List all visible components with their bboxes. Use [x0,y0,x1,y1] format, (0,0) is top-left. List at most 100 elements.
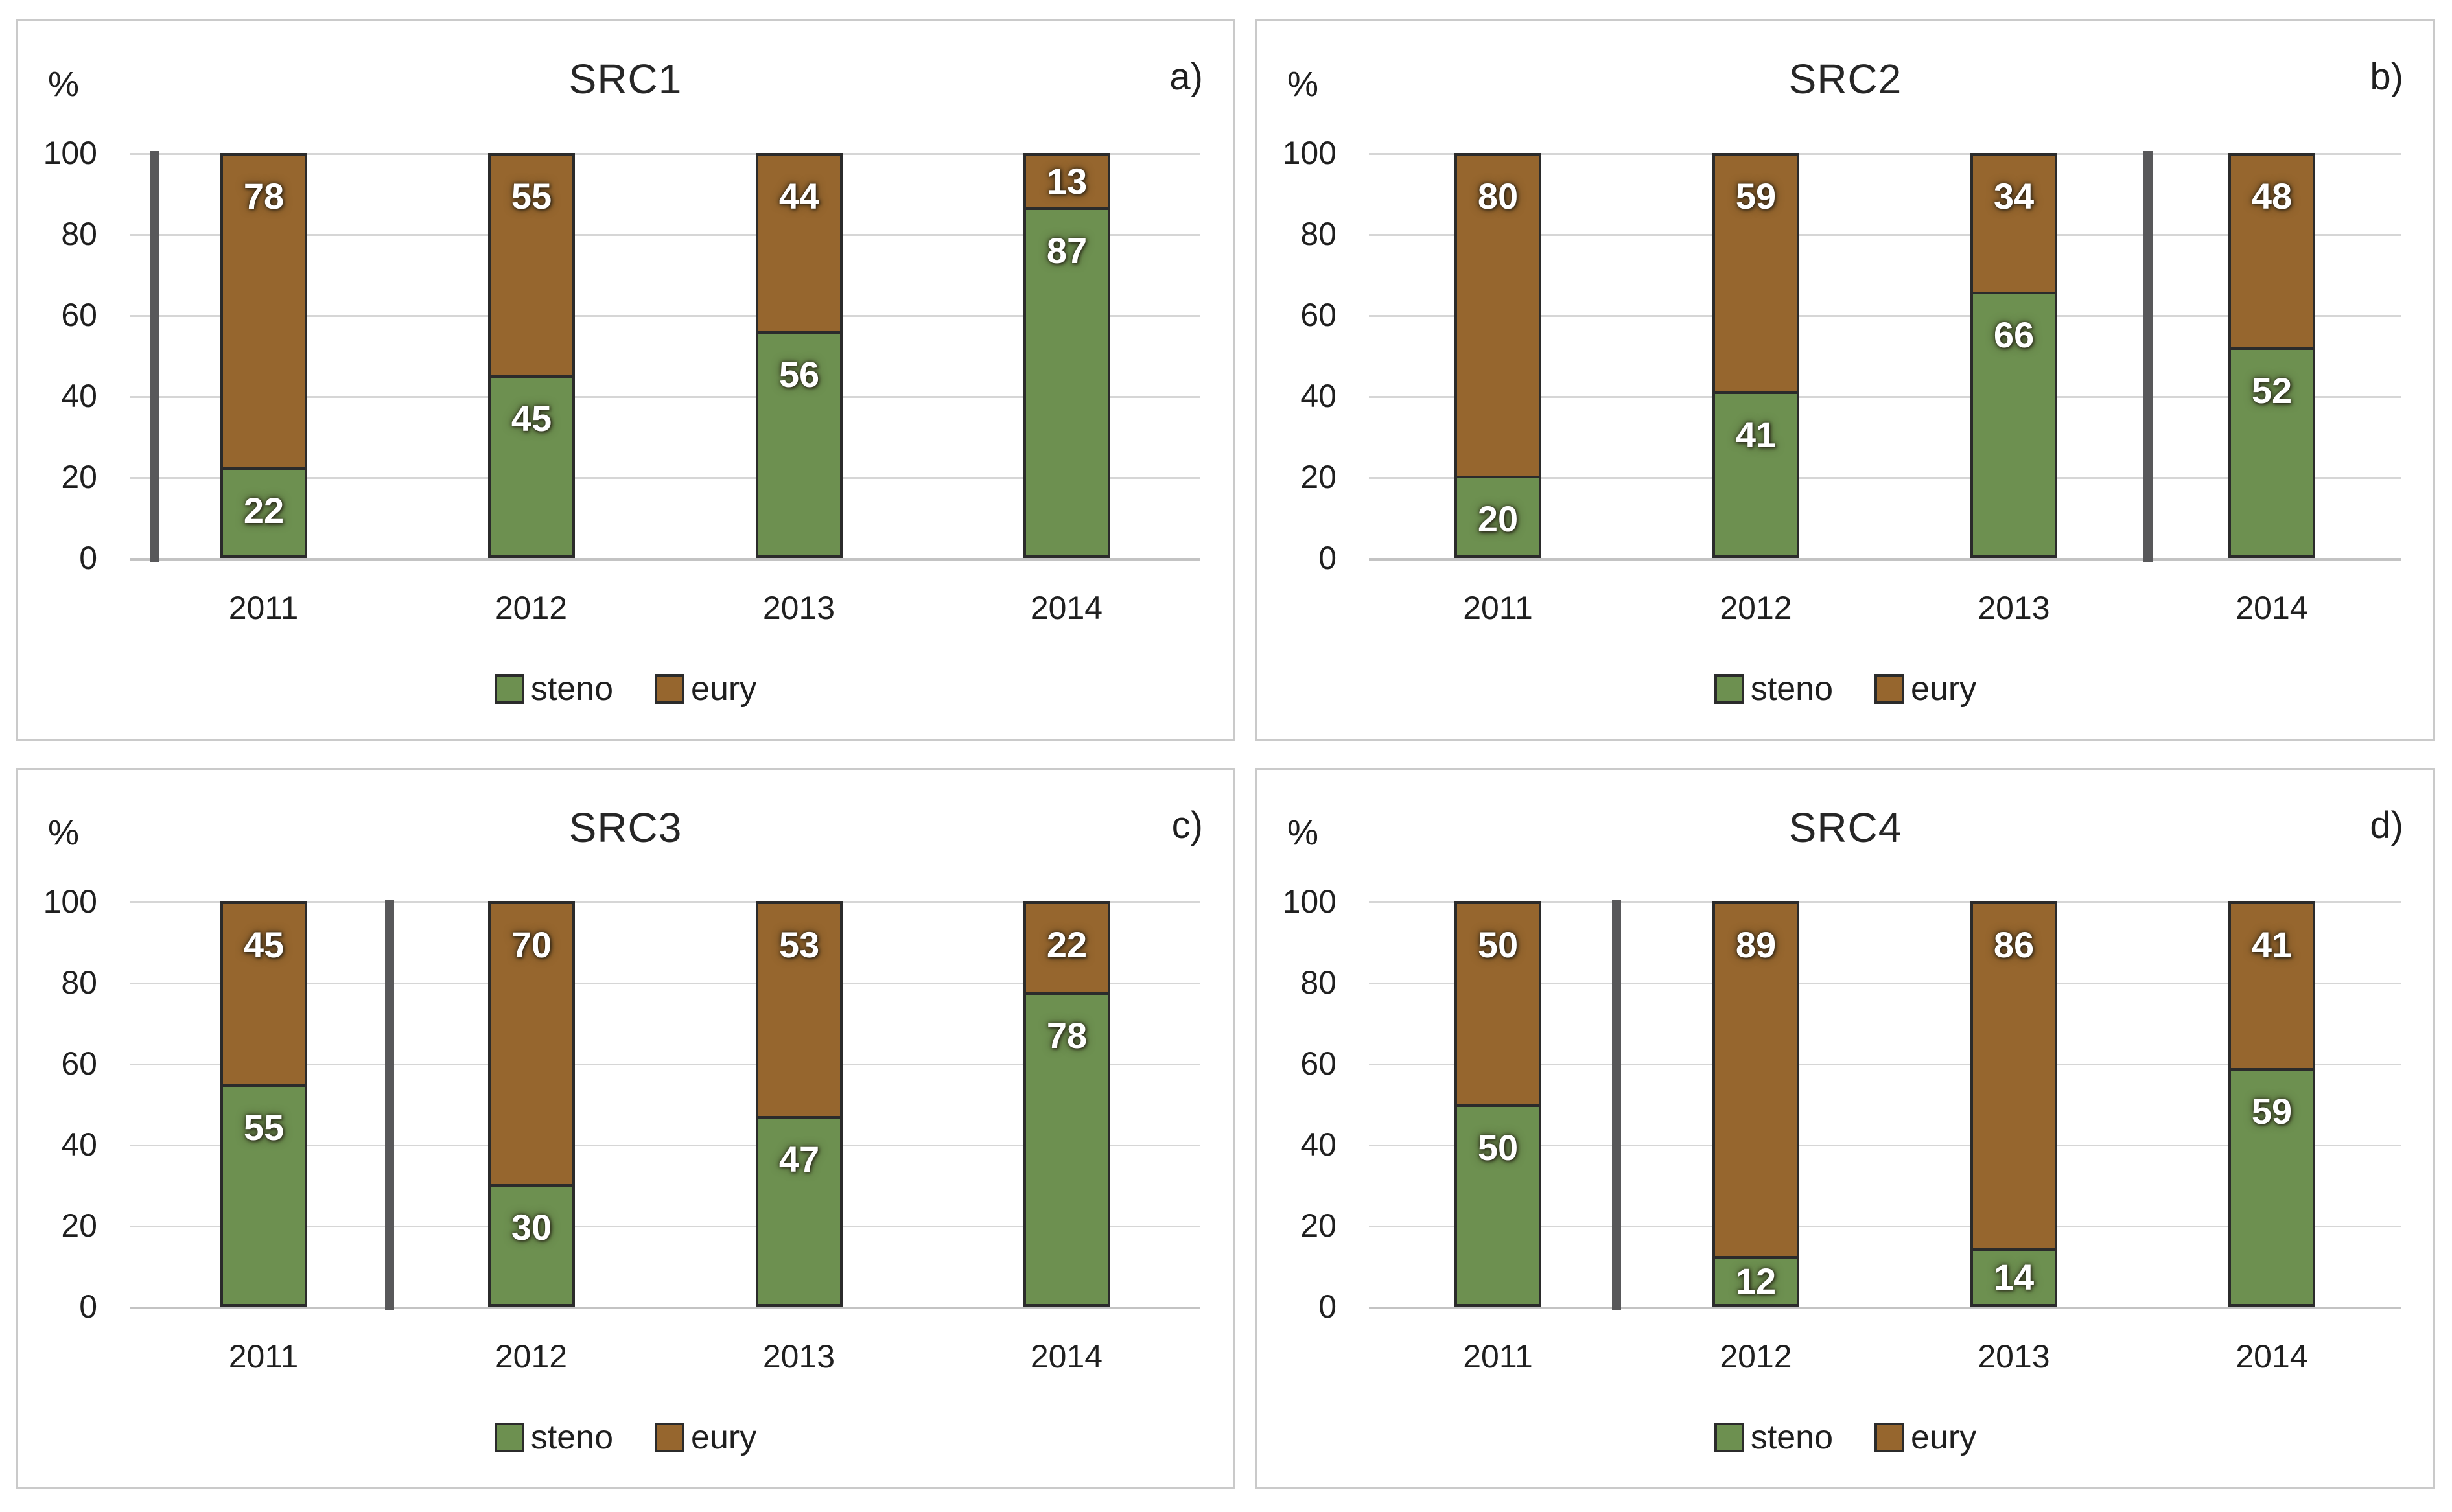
legend-label-steno: steno [1750,1419,1834,1456]
x-tick-label-2014: 2014 [1030,590,1103,626]
y-tick-label: 0 [79,1288,97,1325]
bar-value-label-steno: 50 [1477,1126,1519,1168]
y-tick-label: 80 [1300,216,1337,252]
bar-value-label-eury: 50 [1477,924,1519,965]
bar-value-label-steno: 41 [1735,414,1777,456]
x-tick-label-2012: 2012 [1720,590,1792,626]
bar-value-label-steno: 22 [243,490,285,531]
legend-item-steno: steno [1714,1418,1833,1457]
stacked-bar-2011: 50 50 [1454,901,1541,1307]
bar-segment-eury-2012: 89 [1715,904,1797,1256]
y-tick-label: 0 [1318,1288,1337,1325]
bar-value-label-steno: 30 [511,1206,552,1248]
bar-segment-steno-2011: 22 [223,467,305,555]
stacked-bar-2011: 78 22 [220,153,307,558]
stacked-bar-2011: 45 55 [220,901,307,1307]
bar-value-label-eury: 44 [778,176,820,216]
panel-letter-label: d) [2370,804,2403,846]
y-axis-unit-label: % [1287,65,1319,104]
y-tick-label: 40 [1300,378,1337,414]
gridline [1369,1064,2401,1065]
bar-segment-eury-2013: 34 [1973,156,2055,292]
gridline [130,396,1200,398]
chart-panel-src3: SRC3 c)% 45 55 70 30 53 47 22 78 0 20 40 60 80 100 2011 2… [16,768,1235,1489]
bar-value-label-steno: 55 [243,1106,285,1148]
bar-value-label-eury: 59 [1735,176,1777,216]
bar-value-label-eury: 86 [1993,924,2035,965]
period-divider-line [1612,900,1621,1310]
gridline [1369,396,2401,398]
bar-value-label-eury: 45 [243,924,285,965]
bar-value-label-steno: 20 [1477,498,1519,539]
y-axis-unit-label: % [48,813,80,852]
y-tick-label: 100 [43,883,97,920]
legend-label-eury: eury [1911,1419,1977,1456]
y-axis-unit-label: % [48,65,80,104]
x-axis-line [1369,558,2401,561]
x-axis-line [130,558,1200,561]
x-tick-label-2011: 2011 [1463,590,1533,626]
stacked-bar-2013: 34 66 [1970,153,2057,558]
stacked-bar-2014: 13 87 [1023,153,1110,558]
legend-swatch-steno-icon [1714,1423,1744,1452]
bar-segment-steno-2014: 78 [1026,992,1108,1304]
gridline [130,315,1200,317]
legend: steno eury [18,669,1233,708]
y-tick-label: 40 [61,378,97,414]
bar-value-label-steno: 66 [1993,314,2035,355]
legend-item-eury: eury [655,1418,756,1457]
x-tick-label-2011: 2011 [228,1338,299,1375]
gridline [1369,153,2401,155]
stacked-bar-2013: 53 47 [756,901,843,1307]
stacked-bar-2012: 89 12 [1712,901,1799,1307]
x-tick-label-2014: 2014 [2236,590,2308,626]
x-tick-label-2012: 2012 [495,1338,568,1375]
y-tick-label: 60 [1300,297,1337,333]
bar-segment-eury-2012: 55 [491,156,572,376]
plot-area: 78 22 55 45 44 56 13 87 [130,151,1200,562]
legend-item-steno: steno [494,1418,613,1457]
y-tick-label: 80 [61,964,97,1001]
x-axis-line [130,1307,1200,1309]
y-tick-label: 80 [1300,964,1337,1001]
bar-value-label-eury: 41 [2251,924,2293,965]
gridline [1369,234,2401,236]
bar-segment-steno-2012: 30 [491,1183,572,1304]
bar-value-label-eury: 89 [1735,924,1777,965]
legend-swatch-eury-icon [655,1423,685,1452]
legend: steno eury [18,1418,1233,1457]
x-axis-line [1369,1307,2401,1309]
bar-segment-steno-2013: 14 [1973,1248,2055,1304]
y-tick-label: 40 [1300,1126,1337,1163]
chart-title: SRC2 [1788,56,1902,102]
panel-letter-label: c) [1171,804,1203,846]
y-tick-label: 60 [61,1045,97,1082]
y-tick-label: 40 [61,1126,97,1163]
stacked-bar-2012: 55 45 [488,153,575,558]
stacked-bar-2012: 70 30 [488,901,575,1307]
x-tick-label-2012: 2012 [1720,1338,1792,1375]
bar-value-label-steno: 56 [778,354,820,395]
bar-segment-eury-2014: 22 [1026,904,1108,992]
stacked-bar-2013: 86 14 [1970,901,2057,1307]
chart-title: SRC3 [568,804,683,851]
chart-panel-src1: SRC1 a)% 78 22 55 45 44 56 13 87 0 20 40 60 80 100 2011 2… [16,19,1235,741]
plot-area: 80 20 59 41 34 66 48 52 [1369,151,2401,562]
bar-segment-eury-2012: 70 [491,904,572,1184]
x-tick-label-2011: 2011 [228,590,299,626]
gridline [130,477,1200,479]
bar-segment-steno-2014: 59 [2231,1067,2313,1304]
bar-segment-steno-2012: 12 [1715,1255,1797,1304]
legend-swatch-eury-icon [1874,674,1905,704]
panel-letter-label: a) [1169,56,1203,98]
legend-swatch-steno-icon [1714,674,1744,704]
stacked-bar-2014: 41 59 [2228,901,2315,1307]
chart-panel-src4: SRC4 d)% 50 50 89 12 86 14 41 59 0 20 40 60 80 100 2011 2… [1255,768,2435,1489]
period-divider-line [150,151,159,562]
bar-value-label-eury: 34 [1993,176,2035,216]
x-tick-label-2011: 2011 [1463,1338,1533,1375]
y-tick-label: 100 [43,135,97,171]
bar-segment-eury-2014: 41 [2231,904,2313,1068]
x-tick-label-2013: 2013 [762,590,835,626]
bar-segment-steno-2011: 20 [1457,475,1539,555]
